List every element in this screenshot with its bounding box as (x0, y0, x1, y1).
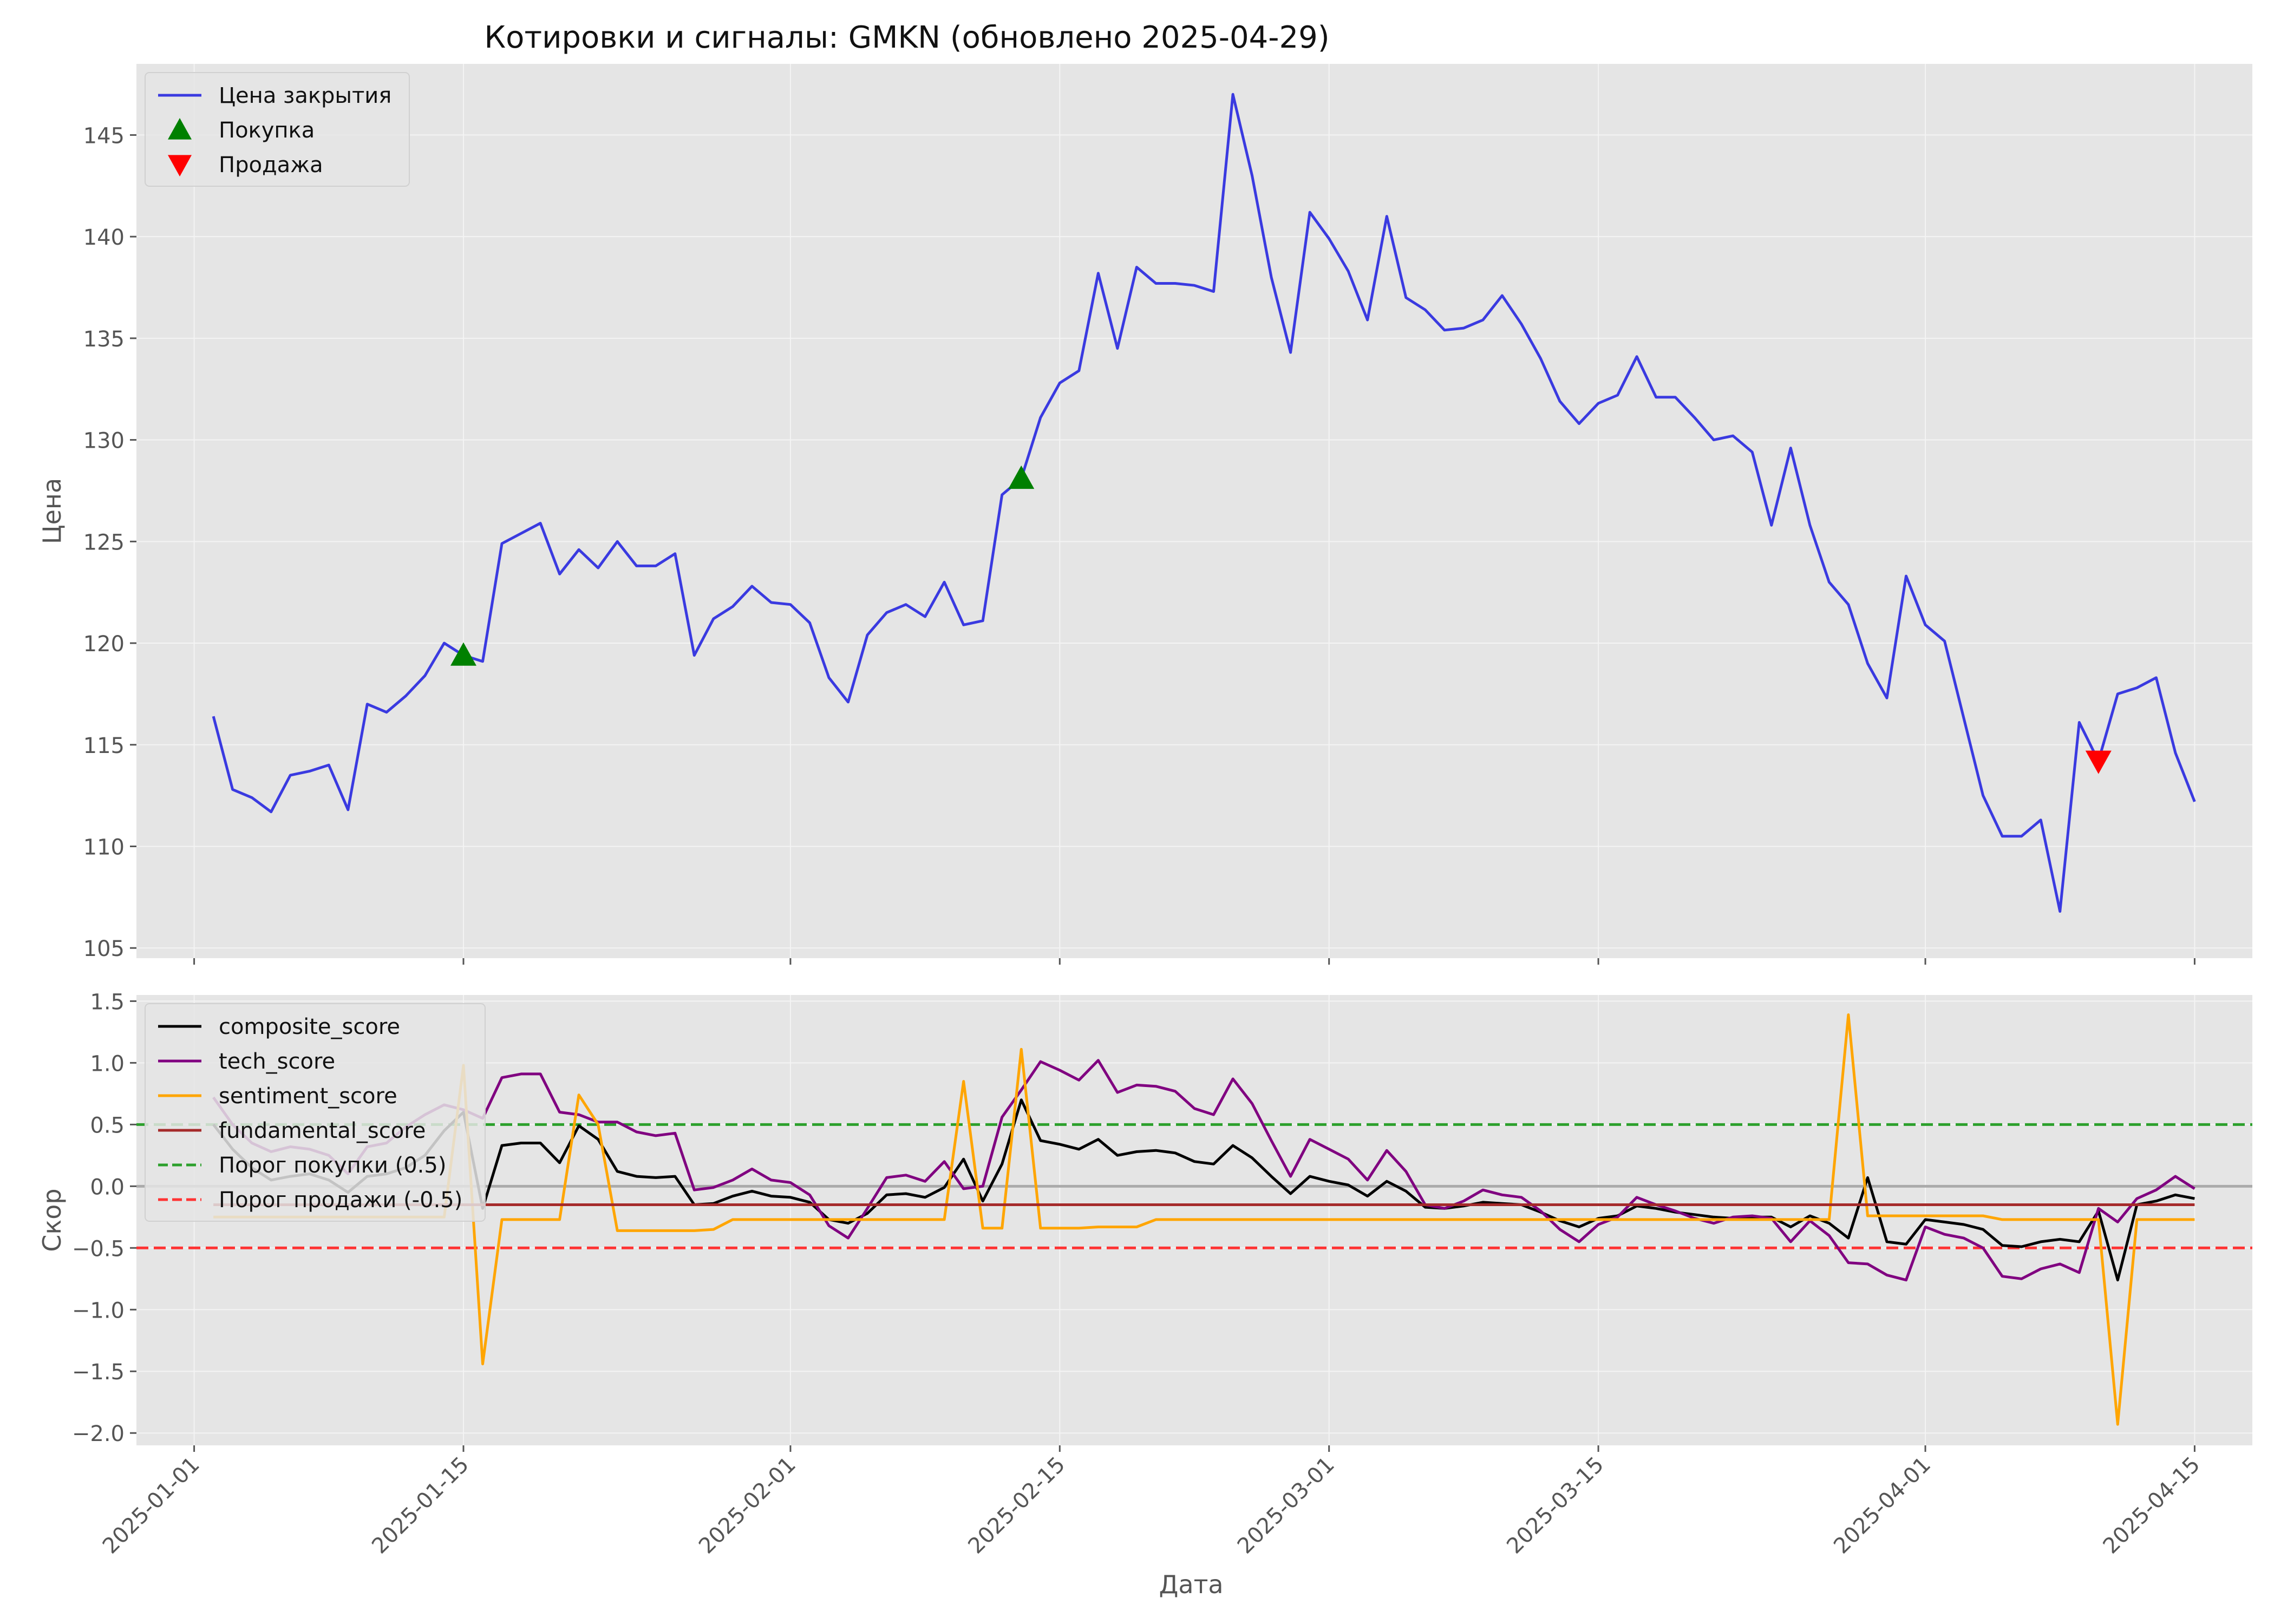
legend-label: tech_score (219, 1049, 335, 1074)
price-ytick-label: 115 (83, 734, 125, 758)
price-ytick-label: 125 (83, 530, 125, 555)
x-axis-label: Дата (1159, 1570, 1223, 1599)
series-line-tech-score (212, 1059, 2195, 1282)
scores-ytick-label: −2.0 (72, 1422, 125, 1446)
price-ytick-label: 145 (83, 123, 125, 148)
legend-label: sentiment_score (219, 1084, 397, 1109)
scores-ytick-label: −0.5 (72, 1236, 125, 1261)
scores-ytick-label: −1.5 (72, 1360, 125, 1385)
price-plot-area (136, 64, 2252, 958)
scores-legend: composite_score tech_score sentiment_score… (145, 1003, 486, 1222)
legend-label: Покупка (219, 118, 315, 143)
legend-label: Цена закрытия (219, 83, 391, 108)
scores-y-axis-label: Скор (37, 1188, 67, 1252)
price-ytick-label: 140 (83, 225, 125, 250)
legend-swatch-buy-marker (168, 118, 192, 140)
series-line-- (212, 93, 2196, 913)
price-ytick-label: 130 (83, 429, 125, 454)
legend-swatch-sell-marker (168, 155, 192, 176)
legend-label: fundamental_score (219, 1118, 426, 1143)
scores-ytick-label: −1.0 (72, 1298, 125, 1323)
price-ytick-label: 105 (83, 937, 125, 961)
chart-title: Котировки и сигналы: GMKN (обновлено 202… (484, 20, 1329, 55)
series-line-sentiment-score (213, 1013, 2195, 1426)
price-ytick-label: 135 (83, 327, 125, 352)
price-ytick-label: 110 (83, 835, 125, 860)
legend-label: Продажа (219, 153, 323, 178)
legend-box (145, 1003, 486, 1222)
scores-ytick-label: 0.5 (90, 1113, 125, 1138)
scores-ytick-label: 0.0 (90, 1175, 125, 1200)
legend-box (145, 72, 410, 187)
sell-marker (2085, 750, 2112, 774)
legend-label: Порог продажи (-0.5) (219, 1188, 462, 1213)
scores-ytick-label: 1.0 (90, 1051, 125, 1076)
legend-label: composite_score (219, 1014, 400, 1039)
buy-marker (1008, 465, 1035, 489)
buy-marker (450, 642, 476, 666)
price-panel: 105 110 115 120 125 130 135 140 145 Цена Цена закр… (37, 64, 2252, 965)
price-legend: Цена закрытия Покупка Продажа (145, 72, 410, 187)
scores-panel: −2.0 −1.5 −1.0 −0.5 0.0 0.5 1.0 1.5 Скор composit… (37, 990, 2252, 1452)
price-y-axis-label: Цена (37, 478, 67, 544)
scores-ytick-label: 1.5 (90, 990, 125, 1014)
price-ytick-label: 120 (83, 632, 125, 657)
legend-label: Порог покупки (0.5) (219, 1153, 446, 1178)
